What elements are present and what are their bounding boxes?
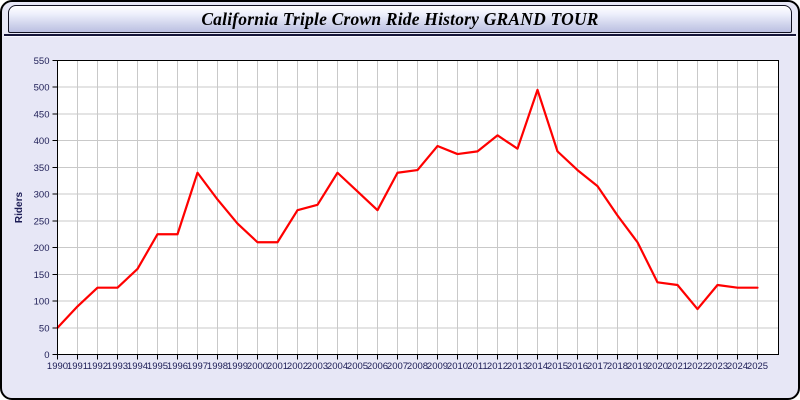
x-tick-label: 2002	[287, 361, 308, 372]
title-bar: California Triple Crown Ride History GRA…	[8, 5, 792, 33]
y-tick-label: 450	[34, 109, 50, 120]
x-tick-label: 2017	[587, 361, 608, 372]
x-tick-label: 1999	[227, 361, 248, 372]
x-tick-label: 2008	[407, 361, 428, 372]
y-tick-label: 50	[39, 323, 50, 334]
y-tick-label: 350	[34, 163, 50, 174]
x-tick-label: 2005	[347, 361, 368, 372]
x-tick-label: 1991	[67, 361, 88, 372]
x-tick-label: 2013	[507, 361, 528, 372]
x-tick-label: 2024	[727, 361, 748, 372]
x-tick-label: 1993	[107, 361, 128, 372]
x-tick-label: 2007	[387, 361, 408, 372]
x-tick-label: 2023	[707, 361, 728, 372]
header-divider	[4, 34, 796, 36]
x-tick-label: 1992	[87, 361, 108, 372]
y-tick-label: 500	[34, 83, 50, 94]
x-tick-label: 1997	[187, 361, 208, 372]
y-tick-label: 200	[34, 243, 50, 254]
x-tick-label: 1990	[47, 361, 68, 372]
x-tick-label: 2021	[667, 361, 688, 372]
x-tick-label: 2025	[747, 361, 768, 372]
header-divider-highlight	[4, 36, 796, 37]
page-title: California Triple Crown Ride History GRA…	[201, 9, 599, 29]
x-tick-label: 2016	[567, 361, 588, 372]
x-tick-label: 2006	[367, 361, 388, 372]
y-tick-label: 250	[34, 216, 50, 227]
x-tick-label: 2012	[487, 361, 508, 372]
plot-border	[57, 60, 779, 355]
x-tick-label: 2004	[327, 361, 348, 372]
y-tick-label: 550	[34, 56, 50, 67]
y-tick-label: 100	[34, 297, 50, 308]
y-tick-label: 400	[34, 136, 50, 147]
riders-series-line	[56, 88, 759, 329]
x-tick-label: 2015	[547, 361, 568, 372]
y-tick-label: 0	[44, 350, 49, 361]
x-tick-label: 2011	[467, 361, 487, 372]
x-tick-label: 1994	[127, 361, 148, 372]
x-tick-label: 1998	[207, 361, 228, 372]
x-tick-label: 2022	[687, 361, 708, 372]
x-tick-label: 2009	[427, 361, 448, 372]
x-tick-label: 2010	[447, 361, 468, 372]
x-tick-label: 2001	[267, 361, 288, 372]
x-tick-label: 2020	[647, 361, 668, 372]
y-axis-label: Riders	[14, 192, 25, 224]
x-tick-label: 2003	[307, 361, 328, 372]
x-tick-label: 1995	[147, 361, 168, 372]
x-tick-label: 1996	[167, 361, 188, 372]
x-tick-label: 2000	[247, 361, 268, 372]
x-tick-label: 2018	[607, 361, 628, 372]
y-tick-label: 150	[34, 270, 50, 281]
x-tick-label: 2014	[527, 361, 548, 372]
y-tick-label: 300	[34, 190, 50, 201]
x-tick-label: 2019	[627, 361, 648, 372]
